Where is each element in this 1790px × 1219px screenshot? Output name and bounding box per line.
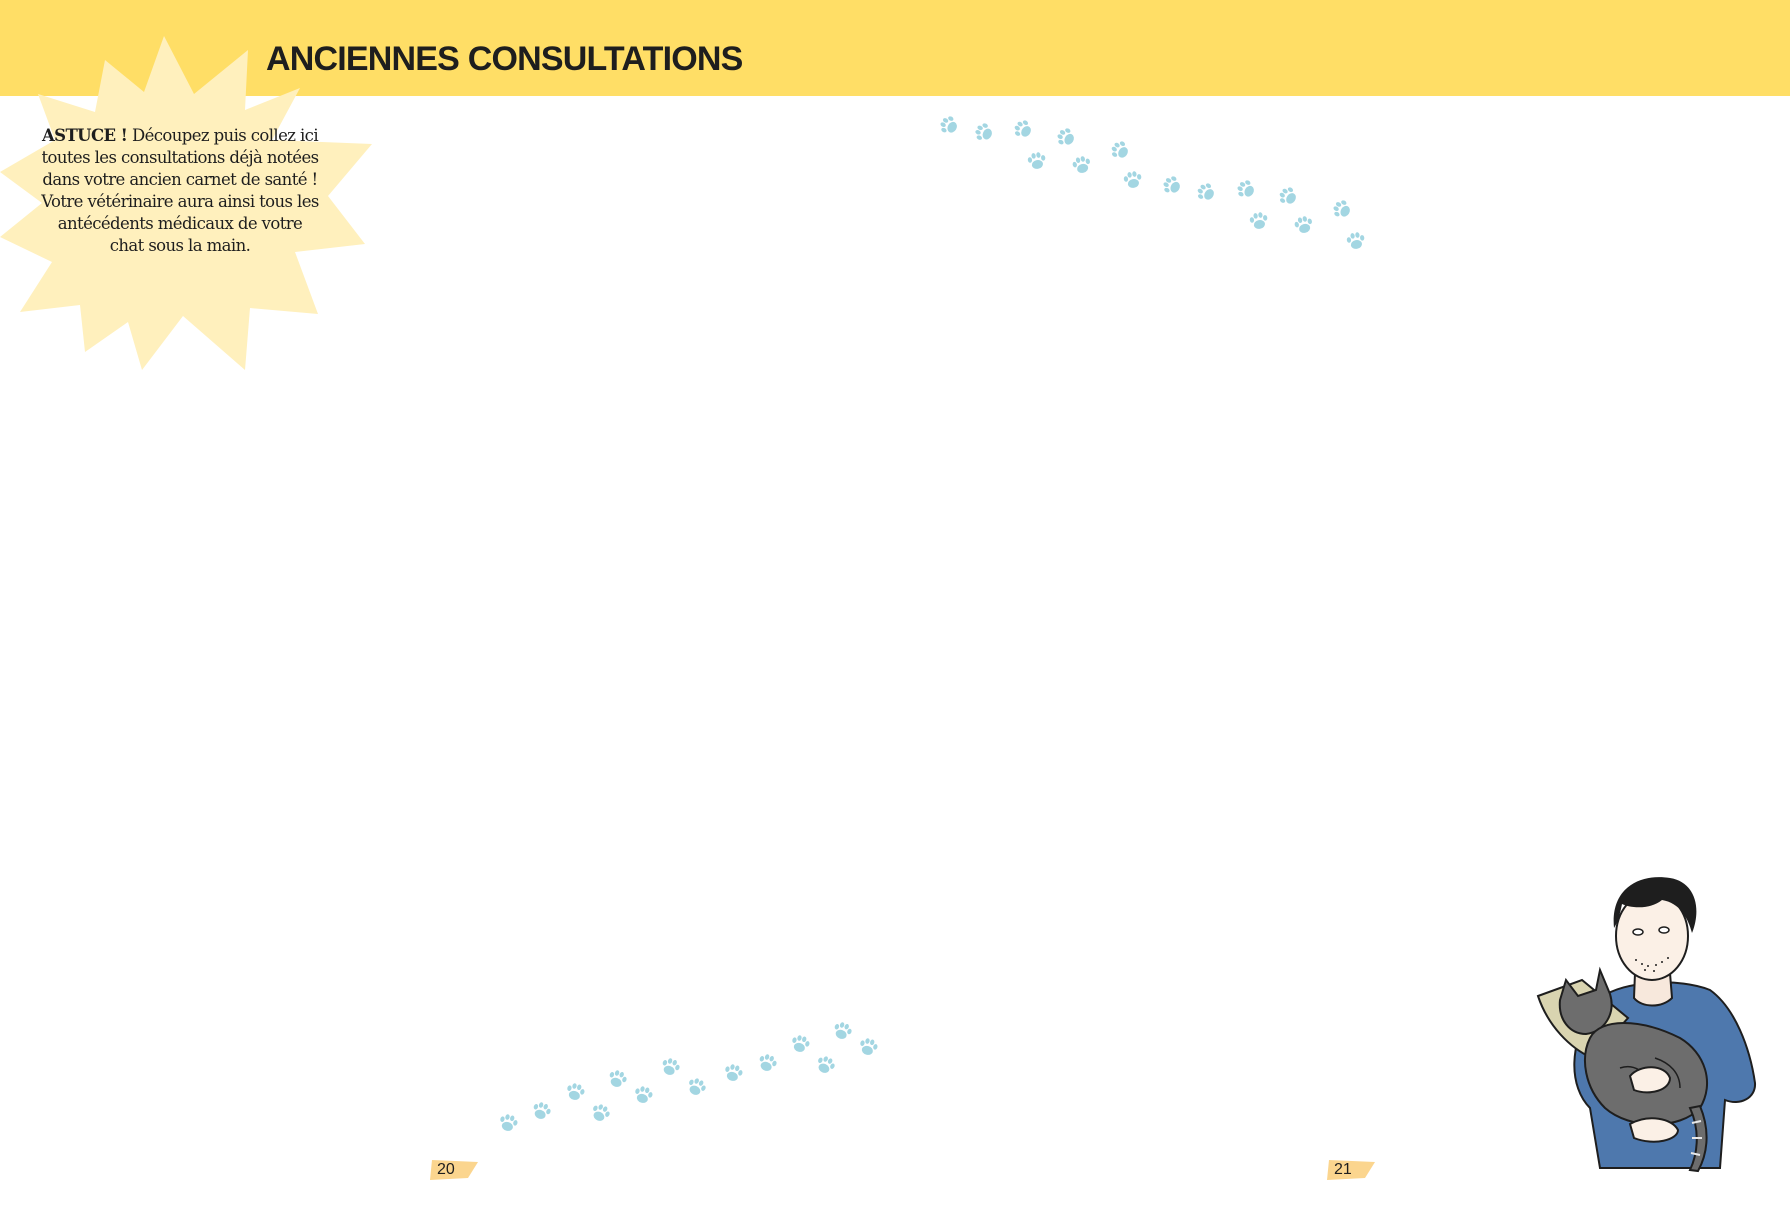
- paw-print-icon: [1011, 117, 1035, 142]
- paw-print-icon: [1054, 125, 1078, 149]
- cat-head: [1558, 966, 1613, 1036]
- paw-print-icon: [1276, 184, 1300, 209]
- paw-print-icon: [937, 113, 961, 137]
- paw-print-icon: [1108, 138, 1132, 163]
- paw-trail-bottom: [497, 1020, 880, 1133]
- page-number-tab: [430, 1160, 478, 1180]
- paw-print-icon: [972, 120, 996, 144]
- paw-print-icon: [1026, 151, 1047, 171]
- paw-print-icon: [789, 1033, 812, 1054]
- paw-print-icon: [722, 1062, 745, 1083]
- paw-print-icon: [1160, 173, 1184, 197]
- paw-print-icon: [659, 1056, 682, 1078]
- paw-print-icon: [632, 1084, 655, 1105]
- paw-print-icon: [857, 1036, 880, 1057]
- paw-print-icon: [564, 1081, 587, 1102]
- paw-print-icon: [606, 1068, 629, 1090]
- page-number-left: 20: [428, 1158, 478, 1180]
- paw-print-icon: [1345, 231, 1366, 251]
- paw-print-icon: [1248, 211, 1269, 231]
- page-number-left-text: 20: [437, 1161, 455, 1178]
- header-band: [0, 0, 1790, 96]
- tip-starburst: [0, 36, 372, 370]
- paw-print-icon: [589, 1101, 613, 1125]
- paw-print-icon: [685, 1075, 709, 1099]
- paw-print-icon: [1293, 214, 1315, 235]
- paw-trail-top: [937, 113, 1366, 251]
- page-title: ANCIENNES CONSULTATIONS: [266, 40, 743, 78]
- tip-text: ASTUCE ! Découpez puis collez ici toutes…: [40, 125, 320, 257]
- paw-print-icon: [1122, 170, 1143, 190]
- paw-print-icon: [1194, 180, 1218, 205]
- hand: [1628, 1066, 1672, 1094]
- hair: [1613, 877, 1697, 933]
- paw-print-icon: [497, 1112, 520, 1133]
- paw-print-icon: [1330, 197, 1354, 221]
- page-number-right-text: 21: [1334, 1161, 1352, 1178]
- paw-print-icon: [814, 1053, 838, 1077]
- paw-print-icon: [1234, 177, 1258, 201]
- tip-body: Découpez puis collez ici toutes les cons…: [41, 126, 319, 255]
- page-number-right: 21: [1325, 1158, 1375, 1180]
- man-holding-cat-illustration: [1536, 877, 1757, 1173]
- hand: [1628, 1117, 1680, 1143]
- tip-label: ASTUCE !: [41, 126, 128, 145]
- paw-print-icon: [530, 1100, 553, 1122]
- page-number-tab: [1327, 1160, 1375, 1180]
- starburst-shape: [0, 36, 372, 370]
- paw-print-icon: [756, 1052, 779, 1074]
- paw-print-icon: [831, 1020, 854, 1042]
- paw-print-icon: [1071, 154, 1093, 175]
